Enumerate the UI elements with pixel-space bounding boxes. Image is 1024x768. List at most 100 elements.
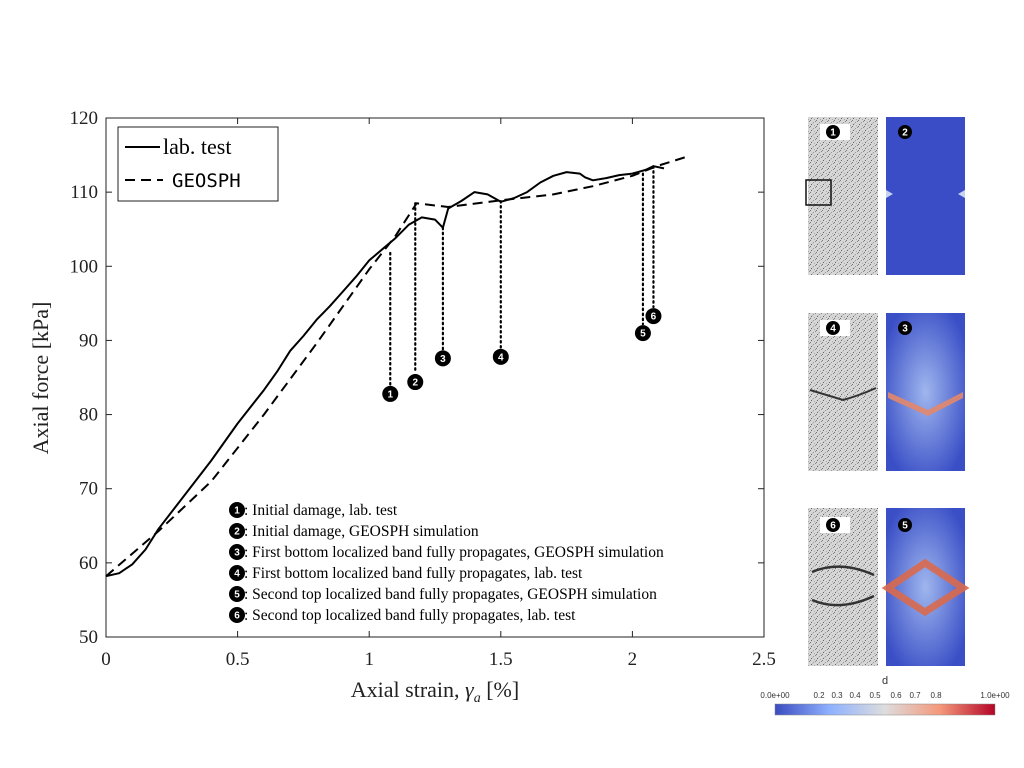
sim-specimen-image-3 (886, 313, 965, 471)
annotation-list: 1: Initial damage, lab. test 2: Initial d… (229, 502, 664, 624)
annotation-text-5: : Second top localized band fully propag… (244, 586, 657, 603)
marker-badge-3: 3 (434, 350, 451, 367)
colorbar-gradient (774, 703, 996, 716)
colorbar-tick-label: 0.8 (930, 691, 942, 700)
panel-row-1 (805, 117, 965, 275)
notch-right-2 (958, 190, 965, 198)
marker-badge-6: 6 (645, 308, 662, 325)
marker-badge-5-circle (634, 325, 651, 342)
panel-sim-badge-5-circle (898, 518, 912, 532)
annotation-badge-1: 1 (229, 502, 245, 518)
annotation-badge-6-circle (229, 607, 245, 623)
marker-badge-1-circle (382, 385, 399, 402)
marker-badge-5: 5 (634, 325, 651, 342)
y-tick-label: 80 (79, 405, 98, 426)
legend: lab. test GEOSPH (117, 126, 279, 202)
y-tick-label: 100 (70, 256, 99, 277)
y-tick-label: 70 (79, 479, 98, 500)
annotation-badge-1-number: 1 (234, 506, 240, 517)
panel-sim-badge-2-circle (898, 125, 912, 139)
x-tick-label: 1.5 (489, 649, 513, 670)
lab-specimen-image-1 (808, 117, 878, 275)
notch-left-2 (886, 190, 893, 198)
annotation-badge-3-number: 3 (234, 548, 240, 559)
annotation-badge-4-number: 4 (234, 569, 240, 580)
y-tick-label: 110 (70, 182, 98, 203)
series-line-geosph (105, 156, 686, 577)
panel-lab-badge-4-circle (826, 321, 840, 335)
marker-badge-5-number: 5 (640, 329, 646, 340)
series-line-lab-test (105, 165, 665, 578)
panel-lab-badge-6-circle (826, 518, 840, 532)
panel-sim-badge-3-circle (898, 321, 912, 335)
x-tick-label: 0 (101, 649, 111, 670)
annotation-badge-5-number: 5 (234, 590, 240, 601)
panel-lab-badge-1: 1 (826, 125, 840, 139)
panel-lab-badge-6: 6 (826, 518, 840, 532)
annotation-text-6: : Second top localized band fully propag… (244, 607, 576, 624)
colorbar-tick-label: 0.7 (909, 691, 921, 700)
marker-badge-6-circle (645, 308, 662, 325)
initial-damage-box (805, 179, 832, 206)
panel-row-2 (808, 313, 965, 471)
legend-label-geosph: GEOSPH (172, 170, 241, 192)
annotation-badge-2-circle (229, 523, 245, 539)
panel-lab-badge-4-number: 4 (830, 324, 836, 335)
axis-tick-labels: 0 0.5 1 1.5 2 2.5 50 60 70 80 90 100 110 120 (70, 108, 776, 670)
colorbar-tick-label: 0.0e+00 (760, 691, 790, 700)
marker-layer: 1 2 3 4 5 6 (382, 165, 662, 402)
sim-specimen-image-2 (886, 117, 965, 275)
panel-lab-badge-1-number: 1 (830, 128, 836, 139)
panel-sim-badge-3-number: 3 (902, 324, 908, 335)
annotation-badge-6: 6 (229, 607, 245, 623)
annotation-badge-6-number: 6 (234, 611, 240, 622)
legend-label-lab-test: lab. test (163, 134, 231, 159)
damage-band-3 (888, 392, 963, 416)
colorbar-tick-label: 0.5 (869, 691, 881, 700)
x-tick-label: 0.5 (226, 649, 250, 670)
y-tick-label: 50 (79, 627, 98, 648)
panel-sim-badge-3: 3 (898, 321, 912, 335)
panel-sim-badge-2-number: 2 (902, 128, 908, 139)
crack-lab-4 (809, 387, 877, 402)
annotation-badge-2-number: 2 (234, 527, 240, 538)
marker-badge-4-number: 4 (498, 352, 504, 363)
marker-badge-4-circle (492, 348, 509, 365)
annotation-badge-3: 3 (229, 544, 245, 560)
colorbar-tick-label: 0.3 (831, 691, 843, 700)
sim-specimen-image-5 (886, 508, 965, 666)
damage-band-5 (881, 558, 970, 617)
axis-ticks (105, 117, 765, 638)
y-tick-label: 90 (79, 330, 98, 351)
marker-badge-1-number: 1 (387, 389, 393, 400)
y-axis-label: Axial force [kPa] (28, 302, 53, 455)
series-layer (105, 156, 686, 578)
annotation-text-4: : First bottom localized band fully prop… (244, 565, 583, 582)
crack-lab-6 (811, 565, 875, 607)
annotation-text-2: : Initial damage, GEOSPH simulation (244, 523, 479, 540)
colorbar-tick-label: 0.2 (813, 691, 825, 700)
panel-sim-badge-5-number: 5 (902, 521, 908, 532)
annotation-text-3: : First bottom localized band fully prop… (244, 544, 664, 561)
y-tick-label: 120 (70, 108, 99, 129)
annotation-badge-3-circle (229, 544, 245, 560)
x-tick-label: 2.5 (752, 649, 776, 670)
panel-row-3 (808, 508, 970, 666)
colorbar-tick-label: 0.4 (849, 691, 861, 700)
marker-badge-2: 2 (407, 374, 424, 391)
y-tick-label: 60 (79, 553, 98, 574)
panel-sim-badge-2: 2 (898, 125, 912, 139)
marker-badge-2-circle (407, 374, 424, 391)
marker-badge-2-number: 2 (412, 378, 418, 389)
annotation-badge-5-circle (229, 586, 245, 602)
colorbar-tick-label: 0.6 (890, 691, 902, 700)
colorbar-title: d (882, 675, 888, 687)
colorbar: d 0.0e+00 0.2 0.3 0.4 0.5 0.6 0.7 0.8 1.0e+00 (760, 675, 1010, 716)
annotation-badge-4-circle (229, 565, 245, 581)
x-tick-label: 2 (628, 649, 638, 670)
marker-badge-3-circle (434, 350, 451, 367)
x-tick-label: 1 (364, 649, 374, 670)
marker-badge-3-number: 3 (440, 354, 446, 365)
legend-box (117, 126, 279, 202)
